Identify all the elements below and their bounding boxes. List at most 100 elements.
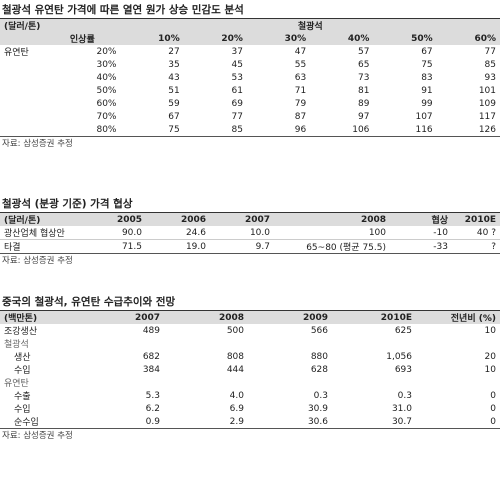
header-cell: 40% (310, 32, 374, 45)
cell (0, 123, 45, 137)
cell: 71 (294, 85, 307, 96)
table-block: 철광석 (분광 기준) 가격 협상 (달러/톤) 2005 2006 2007 2008 협… (0, 196, 500, 268)
cell: 35 (168, 59, 180, 70)
header-cell: 2010E (332, 310, 416, 324)
table-title: 철광석 유연탄 가격에 따른 열연 원가 상승 민감도 분석 (2, 4, 244, 16)
header-cell: 2007 (210, 212, 274, 226)
table: (백만톤) 2007 2008 2009 2010E 전년비 (%) 조강생산 489 500 5… (0, 310, 500, 429)
table-title: 중국의 철광석, 유연탄 수급추이와 전망 (2, 296, 176, 308)
table-block: 중국의 철광석, 유연탄 수급추이와 전망 (백만톤) 2007 2008 2009 20… (0, 294, 500, 443)
cell: 83 (421, 72, 433, 83)
cell: 31.0 (391, 403, 412, 414)
cell: 30.6 (248, 415, 332, 429)
cell: 30.7 (332, 415, 416, 429)
header-cell: 10% (120, 32, 184, 45)
cell: 87 (294, 111, 307, 122)
cell: ? (452, 239, 500, 254)
table: (달러/톤) 철광석 인상률 10% 20% 30% 40% 50% 60% 유연탄 20% 27 37… (0, 18, 500, 137)
cell: 51 (168, 85, 180, 96)
row-label: 수출 (14, 392, 31, 402)
cell: 0.9 (80, 415, 164, 429)
source-note: 자료: 삼성증권 추정 (2, 256, 73, 266)
header-row: (달러/톤) 2005 2006 2007 2008 협상 2010E (0, 212, 500, 226)
cell: 10.0 (210, 226, 274, 240)
cell: 384 (142, 364, 160, 375)
table-row: 40% 43 53 63 73 83 93 (0, 71, 500, 84)
cell: 85 (484, 59, 496, 70)
table-row: 생산 682 808 880 1,056 20 (0, 350, 500, 364)
cell: 444 (226, 364, 244, 375)
table-row: 수입 384 444 628 693 10 (0, 363, 500, 377)
cell: 81 (357, 85, 370, 96)
table-block: 철광석 유연탄 가격에 따른 열연 원가 상승 민감도 분석 (달러/톤) 철광석 인… (0, 2, 500, 151)
cell: -10 (390, 226, 452, 240)
header-cell: 50% (373, 32, 437, 45)
cell: 85 (183, 123, 247, 137)
row-label: 타결 (0, 239, 88, 254)
row-label: 30% (96, 59, 117, 70)
cell: 45 (231, 59, 243, 70)
source-note: 자료: 삼성증권 추정 (2, 431, 73, 441)
cell: 37 (231, 46, 243, 57)
row-label: 수입 (14, 405, 31, 415)
cell: 59 (168, 98, 180, 109)
cell: 24.6 (146, 226, 210, 240)
cell (0, 58, 44, 71)
row-label: 생산 (14, 353, 31, 363)
cell: 5.3 (145, 390, 160, 401)
cell: 808 (226, 351, 244, 362)
header-cell: (백만톤) (0, 310, 80, 324)
row-label: 50% (96, 85, 117, 96)
row-label: 조강생산 (4, 327, 38, 337)
cell: 101 (478, 85, 496, 96)
cell (0, 110, 44, 123)
header-cell (0, 32, 45, 45)
row-label: 80% (44, 123, 121, 137)
cell: 77 (484, 46, 496, 57)
cell: 99 (421, 98, 433, 109)
section-label: 유연탄 (4, 379, 29, 389)
cell: 89 (357, 98, 370, 109)
cell: 57 (357, 46, 370, 57)
table-row: 80% 75 85 96 106 116 126 (0, 123, 500, 137)
cell: 96 (246, 123, 311, 137)
cell: 75 (120, 123, 184, 137)
cell: 27 (168, 46, 180, 57)
header-cell: 60% (436, 32, 500, 45)
header-cell: (달러/톤) (0, 18, 121, 32)
cell: 79 (294, 98, 307, 109)
cell: 91 (421, 85, 433, 96)
cell: 10 (484, 325, 496, 336)
header-row: (달러/톤) 철광석 (0, 18, 500, 32)
cell: -33 (390, 239, 452, 254)
cell: 126 (436, 123, 500, 137)
header-cell: 2006 (146, 212, 210, 226)
cell: 53 (231, 72, 243, 83)
cell: 628 (310, 364, 328, 375)
table-row: 수입 6.2 6.9 30.9 31.0 0 (0, 402, 500, 416)
header-cell: 철광석 (120, 18, 500, 32)
table-row: 순수입 0.9 2.9 30.6 30.7 0 (0, 415, 500, 429)
cell: 47 (294, 46, 307, 57)
header-cell: 협상 (390, 212, 452, 226)
cell: 19.0 (146, 239, 210, 254)
row-group-label: 유연탄 (4, 48, 29, 58)
table: (달러/톤) 2005 2006 2007 2008 협상 2010E 광산업체 협상안 90.… (0, 212, 500, 254)
cell: 67 (421, 46, 433, 57)
cell: 20 (484, 351, 496, 362)
row-label: 광산업체 협상안 (0, 226, 88, 240)
header-cell: 전년비 (%) (416, 310, 500, 324)
cell: 69 (231, 98, 243, 109)
row-label: 수입 (14, 366, 31, 376)
cell: 55 (294, 59, 307, 70)
cell: 30.9 (307, 403, 328, 414)
cell: 0 (490, 390, 496, 401)
cell: 6.2 (145, 403, 160, 414)
cell: 0 (416, 415, 500, 429)
cell: 97 (357, 111, 370, 122)
cell: 880 (310, 351, 328, 362)
row-label: 20% (96, 46, 117, 57)
cell: 693 (394, 364, 412, 375)
table-header: (달러/톤) 2005 2006 2007 2008 협상 2010E (0, 212, 500, 226)
source-note: 자료: 삼성증권 추정 (2, 139, 73, 149)
